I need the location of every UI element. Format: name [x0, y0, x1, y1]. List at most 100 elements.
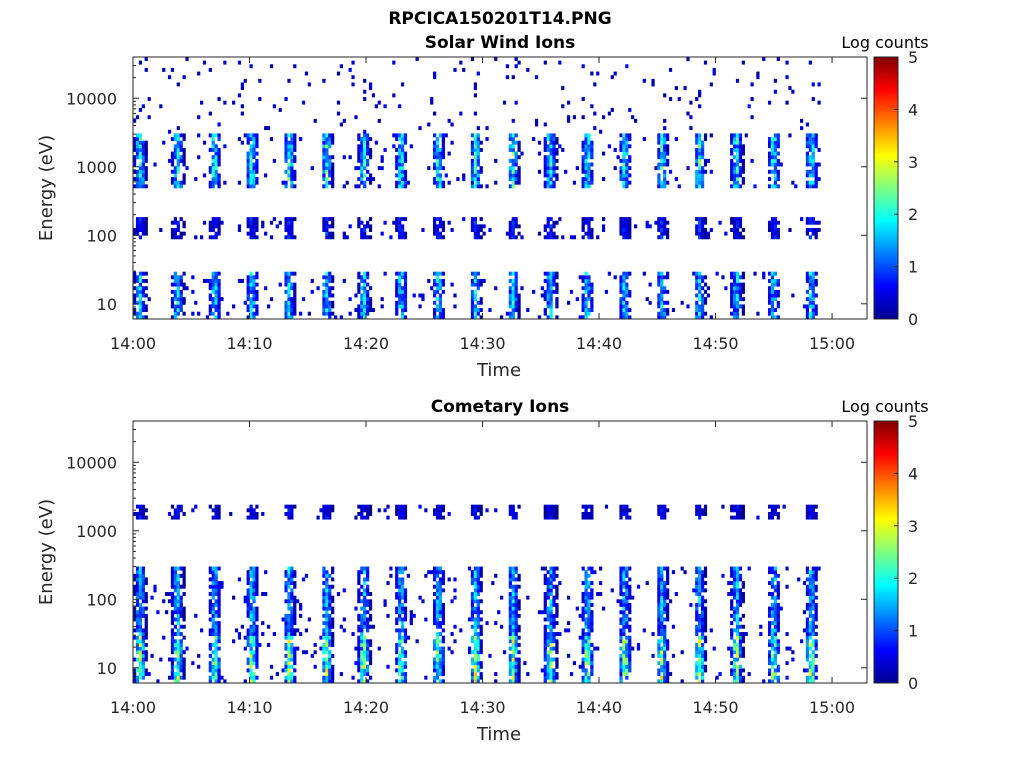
heatmap-cell	[514, 639, 518, 644]
heatmap-cell	[249, 628, 253, 633]
heatmap-cell	[237, 180, 242, 185]
heatmap-cell	[133, 177, 137, 182]
heatmap-cell	[479, 639, 483, 644]
heatmap-cell	[593, 82, 597, 87]
heatmap-cell	[133, 231, 137, 236]
heatmap-cell	[651, 78, 655, 83]
heatmap-cell	[325, 504, 329, 509]
heatmap-cell	[328, 275, 332, 280]
heatmap-cell	[811, 231, 815, 236]
heatmap-cell	[514, 628, 518, 633]
heatmap-cell	[144, 308, 148, 313]
heatmap-cell	[211, 304, 215, 309]
heatmap-cell	[738, 515, 743, 520]
heatmap-cell	[144, 595, 148, 600]
heatmap-cell	[619, 286, 623, 291]
heatmap-cell	[287, 173, 291, 178]
heatmap-cell	[770, 642, 775, 647]
heatmap-cell	[214, 639, 218, 644]
heatmap-cell	[395, 642, 399, 647]
heatmap-cell	[217, 133, 221, 138]
heatmap-cell	[508, 147, 512, 152]
heatmap-cell	[170, 137, 175, 141]
heatmap-cell	[400, 570, 405, 575]
heatmap-cell	[176, 606, 180, 611]
heatmap-cell	[438, 224, 443, 229]
heatmap-cell	[249, 668, 253, 673]
heatmap-cell	[543, 679, 547, 684]
heatmap-cell	[144, 515, 148, 520]
heatmap-cell	[438, 173, 443, 178]
heatmap-cell	[430, 570, 434, 575]
heatmap-cell	[363, 308, 367, 313]
heatmap-cell	[730, 220, 734, 225]
heatmap-cell	[517, 577, 521, 582]
heatmap-cell	[249, 166, 253, 171]
heatmap-cell	[811, 220, 815, 225]
heatmap-cell	[622, 566, 626, 571]
heatmap-cell	[255, 613, 259, 618]
heatmap-cell	[703, 606, 708, 611]
heatmap-cell	[543, 595, 547, 600]
heatmap-cell	[141, 515, 145, 520]
heatmap-cell	[473, 679, 477, 684]
heatmap-cell	[814, 228, 818, 232]
heatmap-cell	[176, 566, 180, 571]
heatmap-cell	[398, 606, 402, 611]
heatmap-cell	[741, 646, 745, 651]
heatmap-cell	[668, 67, 673, 72]
heatmap-cell	[331, 293, 335, 298]
heatmap-cell	[735, 224, 740, 229]
heatmap-cell	[214, 642, 218, 647]
heatmap-cell	[299, 613, 303, 618]
heatmap-cell	[814, 311, 818, 316]
heatmap-cell	[328, 308, 332, 313]
heatmap-cell	[141, 300, 145, 305]
heatmap-cell	[776, 610, 780, 615]
heatmap-cell	[293, 668, 297, 673]
heatmap-cell	[660, 588, 664, 593]
heatmap-cell	[217, 504, 221, 509]
heatmap-cell	[331, 599, 335, 604]
heatmap-cell	[549, 646, 553, 651]
heatmap-cell	[622, 228, 626, 232]
heatmap-cell	[552, 595, 556, 600]
heatmap-cell	[698, 570, 702, 575]
heatmap-cell	[287, 657, 291, 662]
heatmap-cell	[511, 595, 515, 600]
heatmap-cell	[296, 599, 300, 604]
heatmap-cell	[141, 158, 145, 163]
heatmap-cell	[433, 599, 437, 604]
heatmap-cell	[657, 573, 661, 578]
heatmap-cell	[435, 147, 440, 152]
heatmap-cell	[342, 628, 346, 633]
heatmap-cell	[249, 672, 253, 677]
heatmap-cell	[217, 606, 221, 611]
heatmap-cell	[735, 617, 740, 622]
heatmap-cell	[663, 118, 667, 123]
heatmap-cell	[546, 275, 550, 280]
heatmap-cell	[619, 508, 623, 513]
heatmap-cell	[138, 289, 143, 294]
heatmap-cell	[170, 602, 175, 607]
heatmap-cell	[628, 231, 632, 236]
heatmap-cell	[322, 220, 326, 225]
heatmap-cell	[214, 621, 218, 626]
heatmap-cell	[290, 300, 294, 305]
heatmap-cell	[217, 184, 221, 189]
heatmap-cell	[211, 297, 215, 302]
heatmap-cell	[770, 144, 775, 149]
heatmap-cell	[400, 275, 405, 280]
heatmap-cell	[773, 573, 777, 578]
heatmap-cell	[517, 297, 521, 302]
heatmap-cell	[290, 573, 294, 578]
heatmap-cell	[293, 595, 297, 600]
heatmap-cell	[176, 162, 180, 167]
heatmap-cell	[208, 147, 212, 152]
heatmap-cell	[246, 642, 250, 647]
heatmap-cell	[703, 169, 708, 174]
heatmap-cell	[255, 180, 259, 185]
heatmap-cell	[182, 311, 186, 316]
heatmap-cell	[514, 300, 518, 305]
heatmap-cell	[249, 657, 253, 662]
